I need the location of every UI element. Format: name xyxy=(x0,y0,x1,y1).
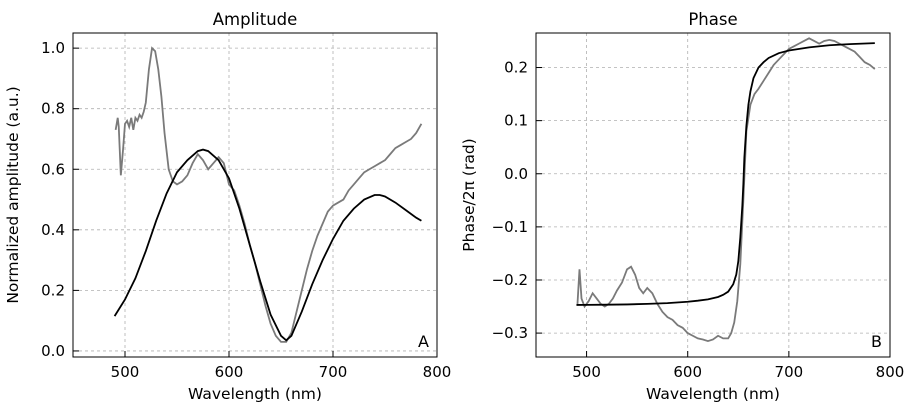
amplitude-title: Amplitude xyxy=(213,10,298,29)
amplitude-y-axis-label: Normalized amplitude (a.u.) xyxy=(4,86,22,303)
phase-y-tick-label: −0.2 xyxy=(492,271,528,289)
amplitude-x-tick-label: 700 xyxy=(319,363,348,381)
phase-model-line xyxy=(576,42,875,306)
amplitude-y-tick-label: 0.4 xyxy=(41,221,65,239)
amplitude-y-tick-label: 0.0 xyxy=(41,342,65,360)
phase-panel-letter: B xyxy=(871,332,882,351)
amplitude-y-tick-label: 0.6 xyxy=(41,160,65,178)
phase-y-tick-label: 0.1 xyxy=(504,112,528,130)
amplitude-x-tick-label: 800 xyxy=(423,363,452,381)
amplitude-measured-line xyxy=(114,46,423,343)
amplitude-y-tick-label: 0.2 xyxy=(41,281,65,299)
amplitude-x-axis-label: Wavelength (nm) xyxy=(188,385,322,403)
amplitude-y-tick-label: 0.8 xyxy=(41,100,65,118)
phase-y-tick-label: −0.1 xyxy=(492,218,528,236)
phase-x-tick-label: 700 xyxy=(775,363,804,381)
amplitude-panel: 500 600 700 800 0.0 0.2 0.4 0.6 0.8 1.0 Amplitude W… xyxy=(4,10,451,403)
amplitude-axes-frame xyxy=(72,32,438,358)
phase-y-tick-label: 0.2 xyxy=(504,59,528,77)
amplitude-model-line xyxy=(113,148,422,342)
amplitude-x-tick-label: 600 xyxy=(215,363,244,381)
amplitude-x-tick-label: 500 xyxy=(111,363,140,381)
phase-y-axis-label: Phase/2π (rad) xyxy=(460,138,478,251)
phase-x-tick-label: 600 xyxy=(673,363,702,381)
phase-measured-line xyxy=(576,37,876,343)
phase-x-tick-label: 500 xyxy=(572,363,601,381)
phase-y-tick-label: 0.0 xyxy=(504,165,528,183)
phase-x-axis-label: Wavelength (nm) xyxy=(646,385,780,403)
phase-panel: 500 600 700 800 −0.3 −0.2 −0.1 0.0 0.1 0.2 Phase Wa… xyxy=(460,10,904,403)
amplitude-panel-letter: A xyxy=(418,332,429,351)
phase-y-tick-label: −0.3 xyxy=(492,324,528,342)
amplitude-y-tick-label: 1.0 xyxy=(41,39,65,57)
phase-axes-frame xyxy=(535,32,891,358)
phase-title: Phase xyxy=(688,10,737,29)
phase-x-tick-label: 800 xyxy=(876,363,905,381)
